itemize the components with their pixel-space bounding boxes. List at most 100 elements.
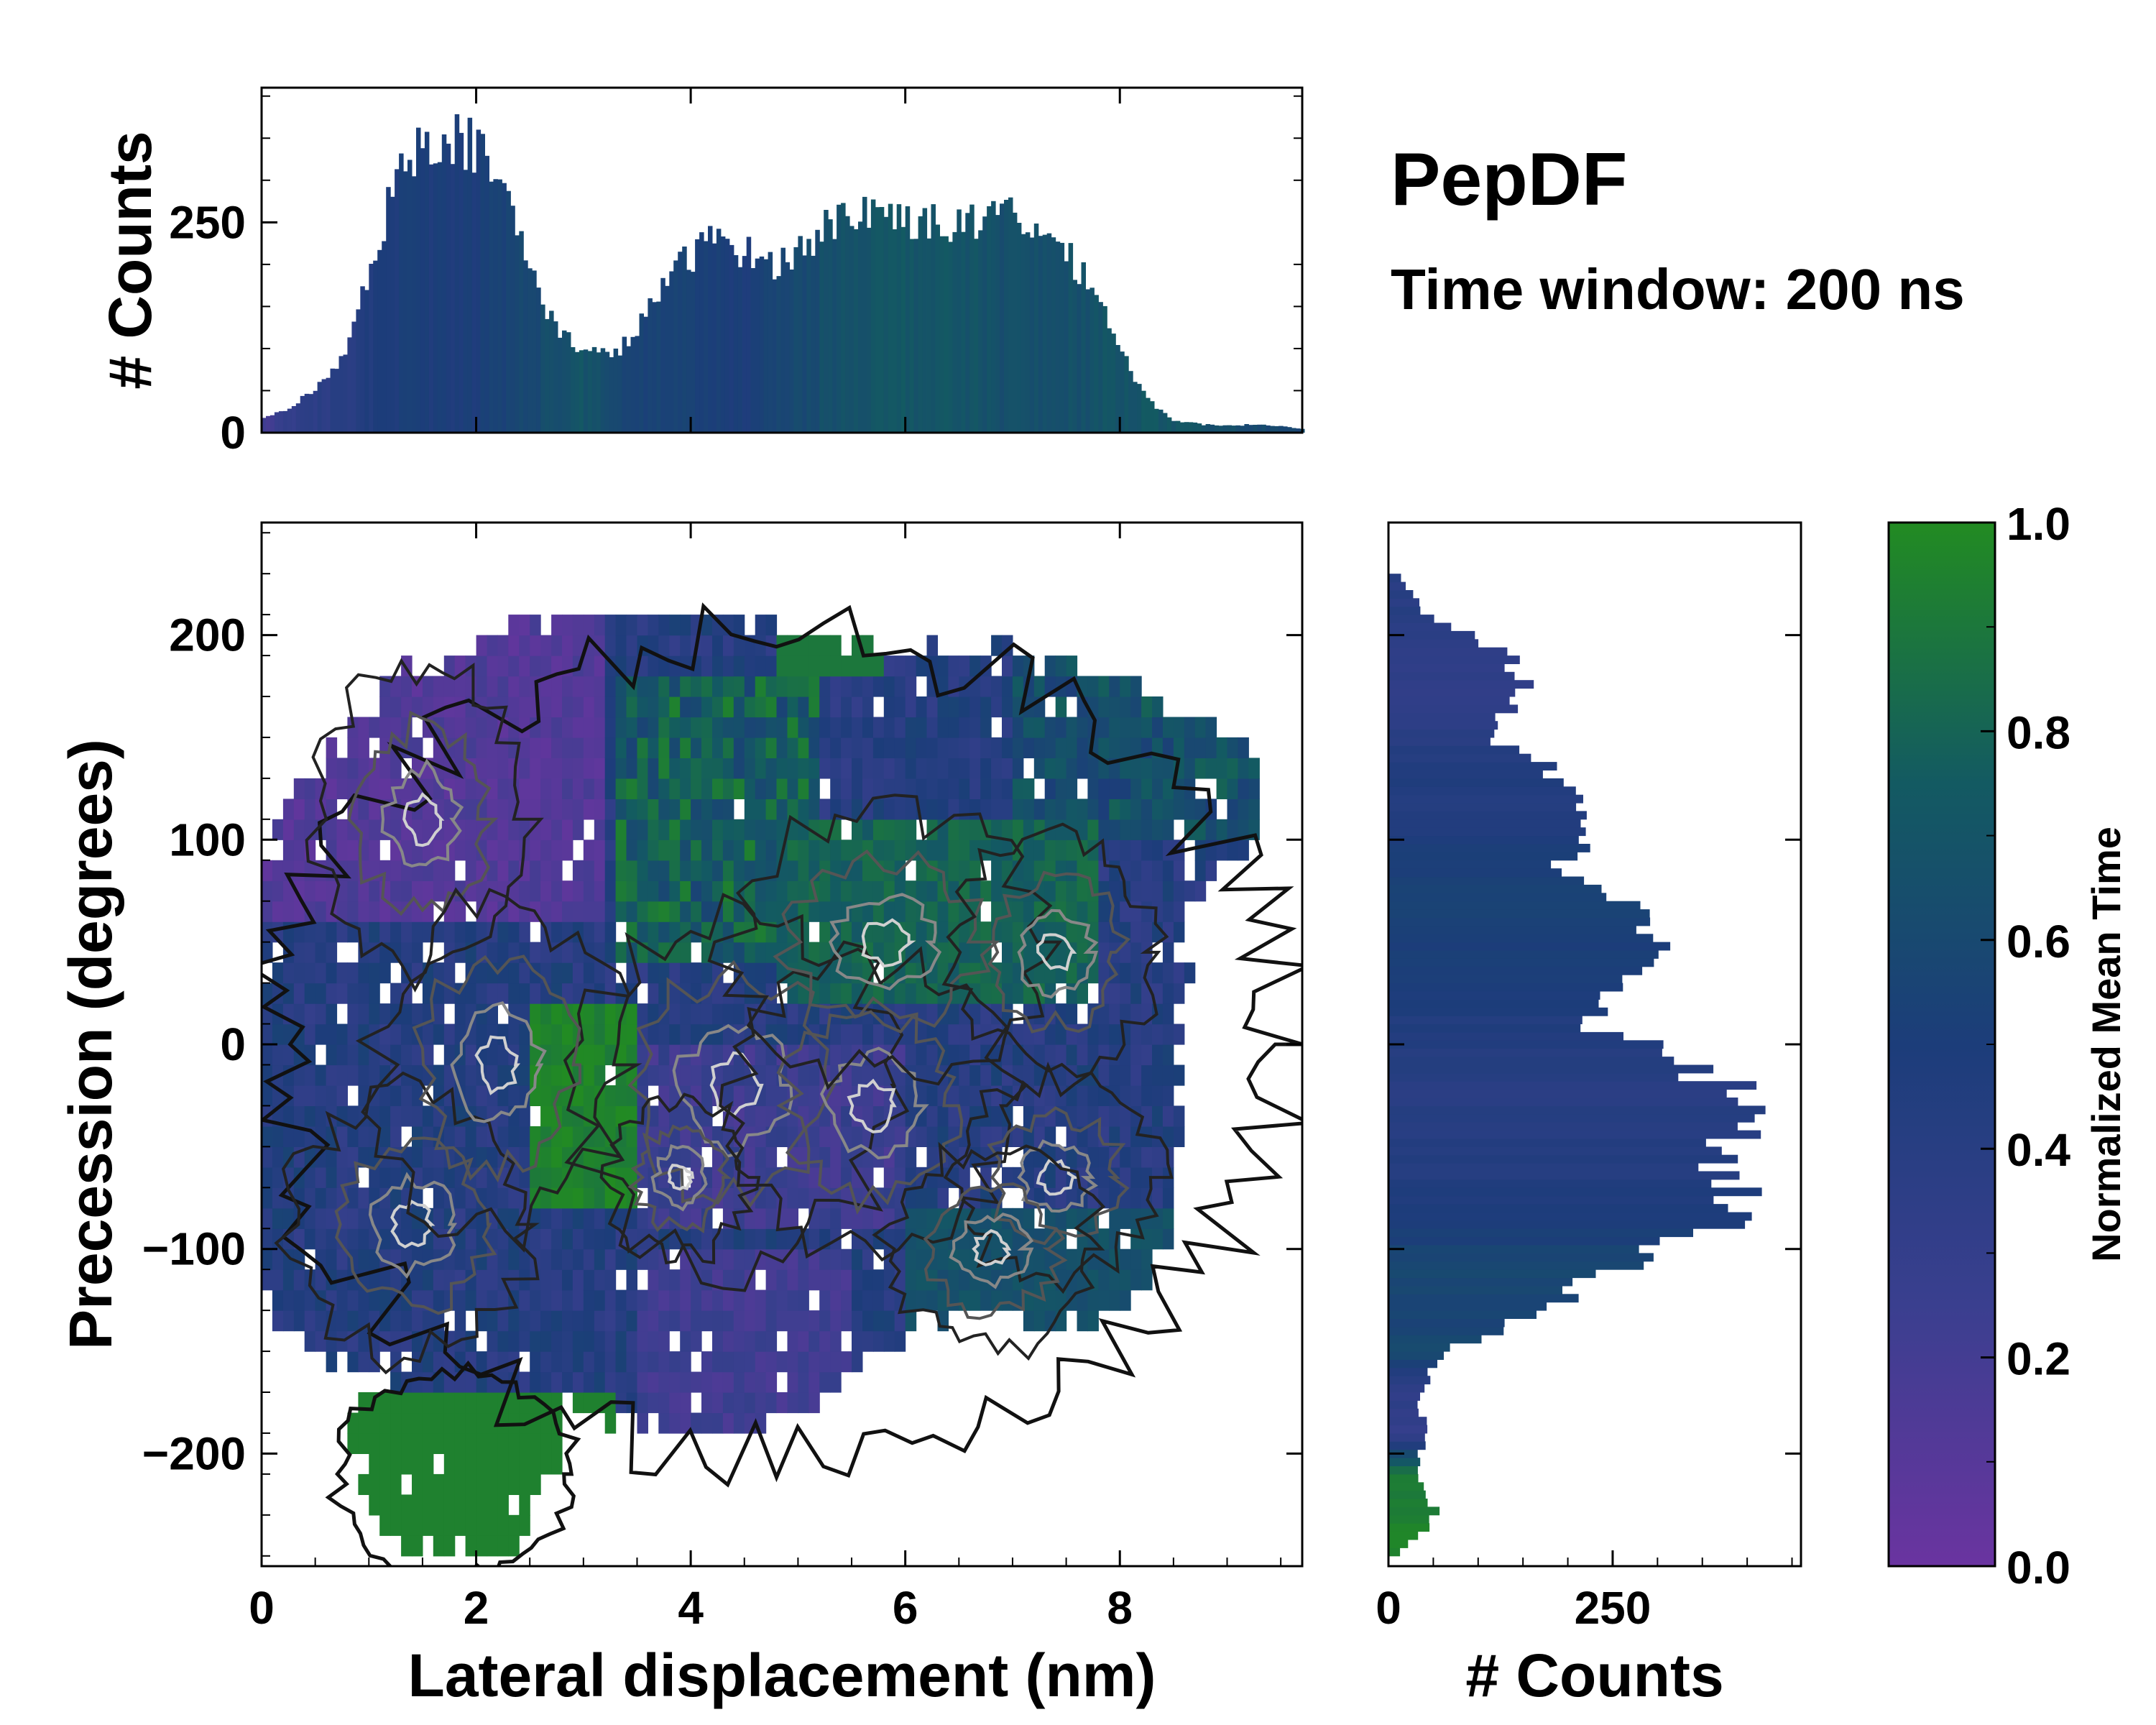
- heatmap-cell: [841, 778, 852, 799]
- heatmap-cell: [819, 1371, 831, 1393]
- heatmap-cell: [476, 1392, 488, 1414]
- contour-level: [672, 1022, 793, 1159]
- top-bar: [643, 316, 648, 433]
- heatmap-cell: [658, 737, 670, 758]
- right-bar: [1388, 1384, 1425, 1393]
- top-bar: [759, 256, 765, 433]
- heatmap-cell: [841, 1289, 852, 1311]
- heatmap-cell: [1162, 1126, 1174, 1147]
- heatmap-cell: [304, 1003, 316, 1025]
- heatmap-cell: [519, 778, 530, 799]
- heatmap-cell: [497, 799, 509, 820]
- heatmap-cell: [1044, 860, 1056, 881]
- heatmap-cell: [615, 819, 627, 840]
- top-bar: [1287, 427, 1292, 433]
- heatmap-cell: [315, 880, 327, 902]
- heatmap-cell: [744, 962, 756, 984]
- heatmap-cell: [379, 696, 391, 718]
- heatmap-cell: [1098, 1146, 1110, 1168]
- heatmap-cell: [1194, 737, 1207, 758]
- heatmap-cell: [894, 1248, 906, 1270]
- heatmap-cell: [1055, 656, 1067, 677]
- heatmap-cell: [476, 1535, 488, 1557]
- heatmap-cell: [852, 676, 863, 697]
- heatmap-cell: [787, 1187, 798, 1209]
- heatmap-cell: [530, 860, 541, 881]
- main-ytick-label: 200: [169, 610, 246, 661]
- right-bar: [1388, 1113, 1755, 1123]
- heatmap-cell: [916, 1126, 928, 1147]
- top-bar: [635, 336, 640, 433]
- heatmap-cell: [626, 717, 637, 738]
- heatmap-cell: [1194, 880, 1207, 902]
- heatmap-cell: [1077, 1044, 1088, 1066]
- heatmap-cell: [712, 1330, 724, 1352]
- heatmap-cell: [648, 901, 659, 922]
- heatmap-cell: [980, 1289, 992, 1311]
- heatmap-cell: [744, 1126, 756, 1147]
- heatmap-cell: [787, 676, 798, 697]
- heatmap-cell: [937, 860, 949, 881]
- heatmap-cell: [680, 799, 691, 820]
- heatmap-cell: [744, 1392, 756, 1414]
- heatmap-cell: [626, 880, 637, 902]
- heatmap-cell: [540, 1269, 552, 1291]
- contour-level: [1036, 933, 1077, 972]
- heatmap-cell: [722, 1310, 734, 1332]
- heatmap-cell: [852, 1064, 863, 1086]
- heatmap-cell: [1012, 1208, 1024, 1229]
- heatmap-cell: [1023, 1208, 1035, 1229]
- main-xtick-label: 8: [1107, 1582, 1133, 1634]
- heatmap-cell: [808, 778, 820, 799]
- heatmap-cell: [1248, 778, 1260, 799]
- heatmap-cell: [562, 1003, 573, 1025]
- heatmap-cell: [1238, 799, 1249, 820]
- colorbar-label: Normalized Mean Time: [2083, 827, 2129, 1262]
- heatmap-cell: [658, 1392, 670, 1414]
- heatmap-cell: [412, 1085, 423, 1106]
- colorbar-tick-label: 0.8: [2007, 707, 2070, 758]
- heatmap-cell: [390, 676, 402, 697]
- heatmap-cell: [701, 696, 713, 718]
- heatmap-cell: [562, 1248, 573, 1270]
- right-bar: [1388, 991, 1600, 1000]
- heatmap-cell: [465, 1371, 477, 1393]
- heatmap-cell: [712, 1351, 724, 1373]
- heatmap-cell: [744, 758, 756, 779]
- heatmap-cell: [583, 840, 595, 861]
- top-bar: [952, 231, 957, 433]
- heatmap-cell: [798, 758, 809, 779]
- heatmap-cell: [798, 1289, 809, 1311]
- heatmap-cell: [604, 1003, 617, 1025]
- heatmap-cell: [712, 840, 724, 861]
- heatmap-cell: [733, 676, 745, 697]
- heatmap-cell: [798, 696, 809, 718]
- heatmap-cell: [1044, 1208, 1056, 1229]
- heatmap-cell: [926, 758, 938, 779]
- heatmap-cell: [390, 1269, 402, 1291]
- heatmap-cell: [1227, 758, 1238, 779]
- heatmap-cell: [808, 1003, 820, 1025]
- heatmap-cell: [304, 921, 316, 943]
- heatmap-cell: [701, 799, 713, 820]
- heatmap-cell: [379, 1289, 391, 1311]
- heatmap-cell: [1033, 758, 1046, 779]
- heatmap-cell: [530, 615, 541, 636]
- heatmap-cell: [1141, 696, 1153, 718]
- heatmap-cell: [905, 1044, 917, 1066]
- heatmap-cell: [1141, 799, 1153, 820]
- heatmap-cell: [369, 901, 380, 922]
- heatmap-cell: [1012, 778, 1024, 799]
- heatmap-cell: [1120, 1064, 1131, 1086]
- heatmap-cell: [1066, 1044, 1078, 1066]
- top-bar: [699, 232, 704, 433]
- top-bar: [729, 244, 734, 433]
- heatmap-cell: [1120, 737, 1131, 758]
- heatmap-cell: [626, 778, 637, 799]
- heatmap-cell: [1141, 1085, 1153, 1106]
- heatmap-cell: [412, 1146, 423, 1168]
- heatmap-cell: [1141, 1248, 1153, 1270]
- heatmap-cell: [765, 880, 778, 902]
- heatmap-cell: [412, 1473, 423, 1495]
- heatmap-cell: [1012, 737, 1024, 758]
